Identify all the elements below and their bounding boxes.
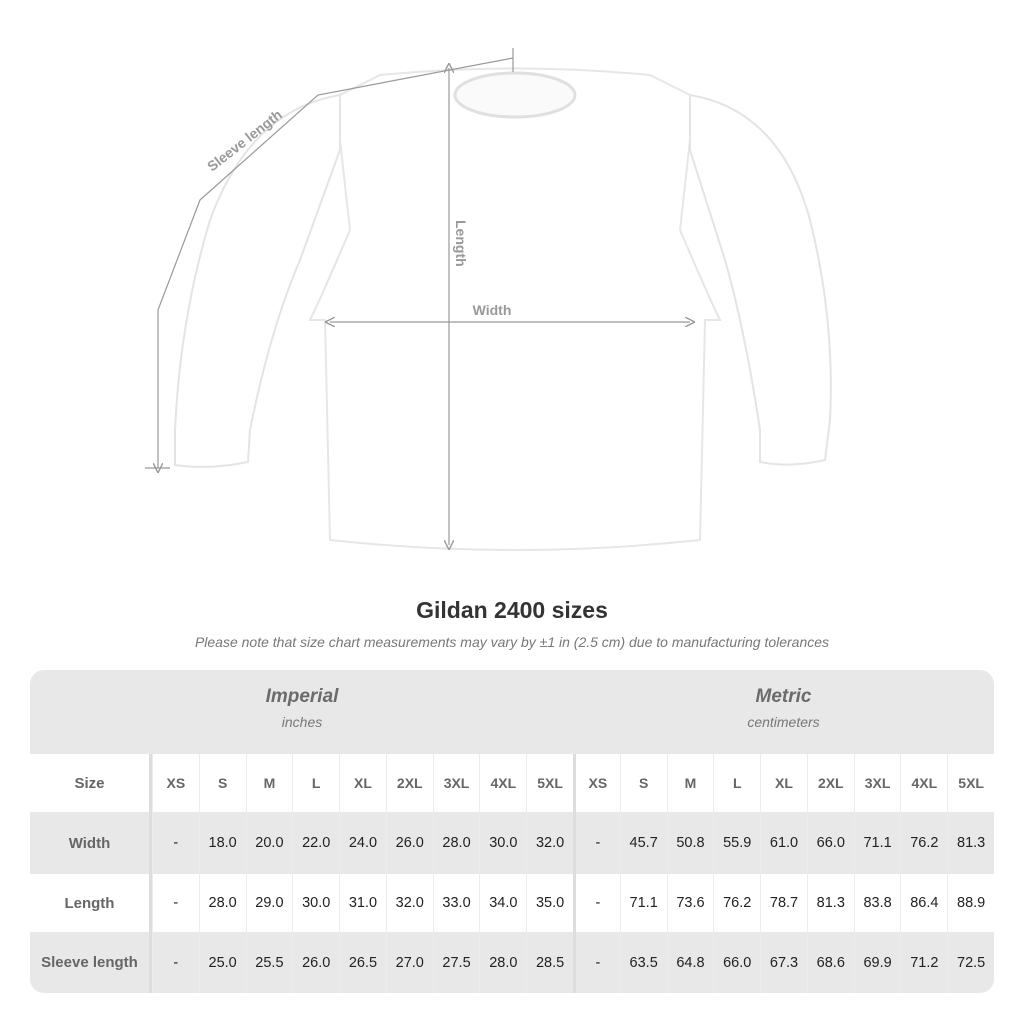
imperial-value-cell: 24.0: [339, 812, 386, 874]
imperial-header: Imperial inches: [152, 686, 452, 730]
metric-title: Metric: [755, 686, 812, 707]
metric-value-cell: 64.8: [666, 932, 714, 993]
imperial-value-cell: -: [151, 932, 199, 993]
sleeve-length-measure: [145, 48, 514, 468]
imperial-value-cell: 27.5: [432, 932, 480, 993]
imperial-value-cell: 26.0: [385, 812, 433, 874]
metric-value-cell: 68.6: [806, 932, 854, 993]
size-table: Imperial inches Metric centimeters Size X…: [30, 670, 994, 993]
tolerance-note: Please note that size chart measurements…: [194, 634, 830, 650]
row-label: Sleeve length: [30, 932, 152, 993]
imperial-value-cell: 26.0: [292, 932, 339, 993]
metric-value-cell: 72.5: [947, 932, 994, 993]
imperial-value-cell: 25.0: [198, 932, 246, 993]
metric-value-cell: 81.3: [806, 874, 854, 932]
metric-value-cell: 66.0: [806, 812, 854, 874]
metric-value-cell: 61.0: [760, 812, 807, 874]
metric-value-cell: -: [572, 932, 620, 993]
imperial-value-cell: 34.0: [479, 874, 526, 932]
metric-size-xs: XS: [572, 754, 620, 812]
imperial-value-cell: 31.0: [339, 874, 386, 932]
imperial-value-cell: -: [151, 812, 199, 874]
metric-value-cell: 76.2: [900, 812, 947, 874]
imperial-value-cell: 25.5: [245, 932, 293, 993]
length-label: Length: [453, 220, 469, 267]
imperial-value-cell: -: [151, 874, 199, 932]
metric-value-cell: 63.5: [619, 932, 667, 993]
metric-value-cell: 71.1: [853, 812, 901, 874]
imperial-value-cell: 28.0: [198, 874, 246, 932]
row-label: Width: [30, 812, 152, 874]
imperial-value-cell: 28.0: [479, 932, 526, 993]
metric-unit: centimeters: [747, 714, 820, 730]
unit-header-band: Imperial inches Metric centimeters: [30, 670, 994, 754]
imperial-size-xl: XL: [339, 754, 386, 812]
metric-value-cell: 71.2: [900, 932, 947, 993]
metric-value-cell: 81.3: [947, 812, 994, 874]
shirt-illustration: [174, 67, 832, 551]
metric-value-cell: 88.9: [947, 874, 994, 932]
metric-header: Metric centimeters: [573, 686, 994, 730]
metric-size-l: L: [713, 754, 760, 812]
metric-value-cell: -: [572, 874, 620, 932]
imperial-value-cell: 32.0: [385, 874, 433, 932]
metric-value-cell: 73.6: [666, 874, 714, 932]
row-label: Length: [30, 874, 152, 932]
imperial-value-cell: 22.0: [292, 812, 339, 874]
imperial-value-cell: 30.0: [292, 874, 339, 932]
imperial-size-5xl: 5XL: [526, 754, 573, 812]
imperial-value-cell: 32.0: [526, 812, 573, 874]
imperial-value-cell: 29.0: [245, 874, 293, 932]
imperial-size-l: L: [292, 754, 339, 812]
metric-value-cell: 71.1: [619, 874, 667, 932]
metric-value-cell: 83.8: [853, 874, 901, 932]
imperial-size-4xl: 4XL: [479, 754, 526, 812]
imperial-size-m: M: [245, 754, 293, 812]
imperial-value-cell: 30.0: [479, 812, 526, 874]
metric-value-cell: 45.7: [619, 812, 667, 874]
imperial-value-cell: 27.0: [385, 932, 433, 993]
imperial-value-cell: 28.5: [526, 932, 573, 993]
metric-value-cell: -: [572, 812, 620, 874]
metric-size-5xl: 5XL: [947, 754, 994, 812]
metric-size-m: M: [666, 754, 714, 812]
metric-value-cell: 69.9: [853, 932, 901, 993]
imperial-size-3xl: 3XL: [432, 754, 480, 812]
imperial-unit: inches: [281, 714, 323, 730]
size-header-row: Size XS S M L XL 2XL 3XL 4XL 5XL XS S M L XL 2XL 3XL 4XL 5…: [30, 754, 994, 812]
metric-value-cell: 50.8: [666, 812, 714, 874]
imperial-value-cell: 35.0: [526, 874, 573, 932]
imperial-value-cell: 26.5: [339, 932, 386, 993]
metric-value-cell: 86.4: [900, 874, 947, 932]
metric-value-cell: 66.0: [713, 932, 760, 993]
width-label: Width: [473, 302, 512, 318]
imperial-size-s: S: [198, 754, 246, 812]
metric-size-xl: XL: [760, 754, 807, 812]
shirt-measurement-diagram: Sleeve length Length Width: [145, 48, 832, 551]
imperial-size-xs: XS: [151, 754, 199, 812]
imperial-value-cell: 33.0: [432, 874, 480, 932]
metric-value-cell: 67.3: [760, 932, 807, 993]
page-title: Gildan 2400 sizes: [416, 597, 608, 623]
metric-value-cell: 76.2: [713, 874, 760, 932]
metric-size-4xl: 4XL: [900, 754, 947, 812]
metric-value-cell: 55.9: [713, 812, 760, 874]
imperial-value-cell: 20.0: [245, 812, 293, 874]
size-header-label: Size: [30, 754, 152, 812]
table-row-length: Length -28.0 29.0 30.0 31.0 32.0 33.0 34.0 35.0-…: [30, 874, 994, 932]
metric-size-3xl: 3XL: [853, 754, 901, 812]
imperial-title: Imperial: [265, 686, 339, 707]
metric-size-2xl: 2XL: [806, 754, 854, 812]
imperial-size-2xl: 2XL: [385, 754, 433, 812]
metric-value-cell: 78.7: [760, 874, 807, 932]
table-row-sleeve-length: Sleeve length -25.0 25.5 26.0 26.5 27.0 27.5 28…: [30, 932, 994, 993]
imperial-value-cell: 18.0: [198, 812, 246, 874]
metric-size-s: S: [619, 754, 667, 812]
table-row-width: Width -18.0 20.0 22.0 24.0 26.0 28.0 30.0 32.0-4…: [30, 812, 994, 874]
imperial-value-cell: 28.0: [432, 812, 480, 874]
